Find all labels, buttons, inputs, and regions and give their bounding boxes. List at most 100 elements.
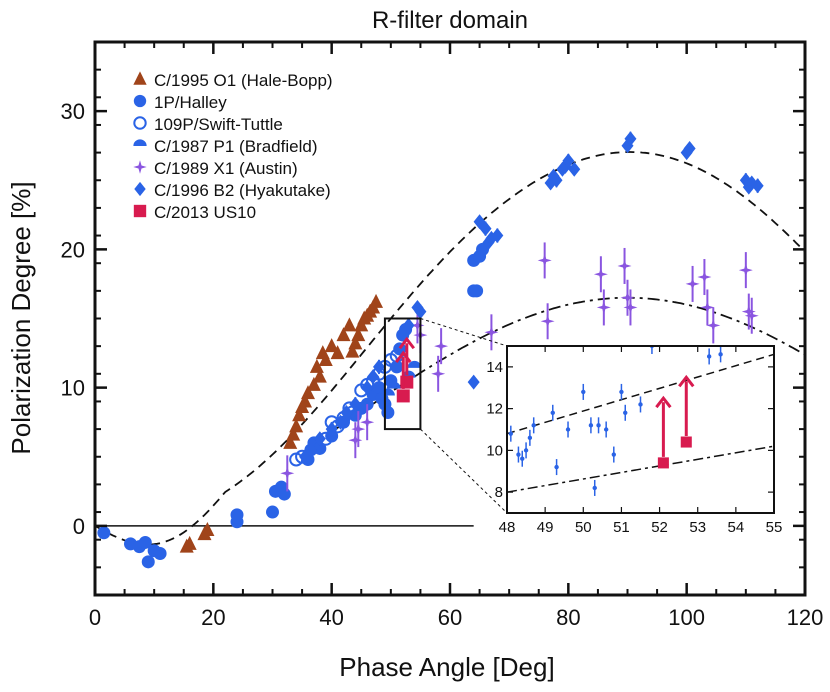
data-point: [351, 327, 366, 342]
data-point: [97, 526, 111, 540]
data-point: [537, 253, 552, 268]
data-point: [484, 325, 499, 340]
legend-marker: [133, 204, 147, 218]
data-point: [624, 131, 637, 147]
data-point: [292, 407, 307, 422]
inset-lower-limit-arrow: [655, 395, 672, 457]
data-point: [340, 405, 353, 421]
data-point: [313, 431, 326, 447]
legend-item: C/2013 US10: [133, 203, 256, 222]
data-point: [348, 433, 363, 448]
data-point: [479, 221, 492, 237]
data-point: [280, 466, 295, 481]
y-tick-label: 20: [61, 237, 85, 262]
data-point: [470, 284, 484, 298]
fit-curve-dashed: [95, 151, 805, 546]
data-point: [744, 308, 759, 323]
inset-x-tick-label: 53: [689, 519, 706, 536]
inset-point: [611, 452, 616, 457]
data-point: [360, 415, 375, 430]
inset-point: [706, 354, 712, 359]
y-tick-label: 10: [61, 376, 85, 401]
series-6: [395, 336, 415, 403]
inset-y-tick-label: 10: [486, 442, 503, 459]
data-point: [153, 547, 167, 561]
data-point: [301, 385, 315, 400]
data-point: [298, 393, 313, 408]
data-point: [386, 381, 401, 389]
inset-x-tick-label: 55: [766, 519, 783, 536]
inset-y-tick-label: 12: [486, 401, 503, 418]
data-point: [402, 317, 415, 333]
data-point: [283, 434, 298, 449]
legend-label: 109P/Swift-Tuttle: [154, 115, 283, 134]
inset-point: [581, 389, 586, 395]
x-tick-label: 80: [556, 605, 580, 630]
data-point: [286, 426, 301, 441]
inset-point: [603, 427, 609, 432]
inset-point: [718, 352, 723, 357]
y-tick-label: 0: [73, 514, 85, 539]
data-point: [410, 318, 425, 333]
data-point: [367, 369, 380, 385]
series-0: [179, 293, 384, 553]
data-point: [230, 508, 244, 522]
legend-item: C/1987 P1 (Bradfield): [133, 137, 317, 156]
data-point: [200, 522, 215, 537]
inset-point: [550, 410, 555, 415]
legend-marker: [134, 181, 146, 197]
series-1: [97, 242, 490, 569]
data-markers: [97, 131, 764, 569]
legend-item: C/1996 B2 (Hyakutake): [134, 181, 331, 200]
inset-point: [531, 423, 536, 428]
axis-ticks: 0 20 40 60 80 100 120 0 10 20 30: [61, 41, 823, 630]
x-tick-label: 100: [668, 605, 705, 630]
data-point: [540, 314, 555, 329]
inset-point: [619, 389, 624, 395]
data-point: [334, 414, 347, 430]
inset-y-tick-label: 14: [486, 359, 503, 376]
data-point: [345, 343, 360, 358]
legend-marker: [133, 160, 147, 174]
inset-x-tick-label: 51: [613, 519, 630, 536]
series-5: [299, 131, 764, 465]
inset-y-tick-label: 8: [495, 484, 503, 501]
inset-us10-point: [680, 436, 692, 448]
x-axis-label: Phase Angle [Deg]: [339, 652, 554, 682]
data-point: [685, 276, 700, 291]
inset-point: [588, 423, 594, 428]
data-point: [700, 300, 715, 315]
inset-x-tick-label: 50: [575, 519, 592, 536]
legend-marker: [133, 94, 147, 108]
data-point: [741, 304, 756, 319]
data-point: [325, 421, 338, 437]
x-tick-label: 40: [319, 605, 343, 630]
inset-point: [623, 410, 628, 415]
data-point: [312, 368, 327, 383]
data-point: [330, 345, 345, 360]
legend-item: C/1995 O1 (Hale-Bopp): [133, 71, 333, 90]
chart-title: R-filter domain: [372, 7, 528, 34]
data-point: [683, 140, 696, 156]
zoom-connector: [420, 428, 508, 514]
inset-point: [527, 435, 533, 441]
y-tick-label: 30: [61, 99, 85, 124]
inset-point: [596, 423, 601, 428]
legend-label: C/1995 O1 (Hale-Bopp): [154, 71, 333, 90]
legend-marker: [133, 116, 147, 130]
data-point: [336, 327, 351, 342]
data-point: [349, 396, 362, 412]
legend-marker: [133, 139, 147, 146]
data-point: [431, 366, 446, 381]
inset-dashdot-line: [507, 445, 774, 493]
data-point: [593, 267, 608, 282]
inset-x-tick-label: 52: [651, 519, 668, 536]
data-point: [434, 339, 449, 354]
inset-point: [523, 448, 529, 453]
x-tick-label: 20: [201, 605, 225, 630]
data-point: [623, 300, 638, 315]
data-point: [390, 360, 404, 374]
data-point: [348, 335, 363, 350]
inset-point: [592, 485, 597, 491]
y-axis-label: Polarization Degree [%]: [6, 181, 36, 454]
